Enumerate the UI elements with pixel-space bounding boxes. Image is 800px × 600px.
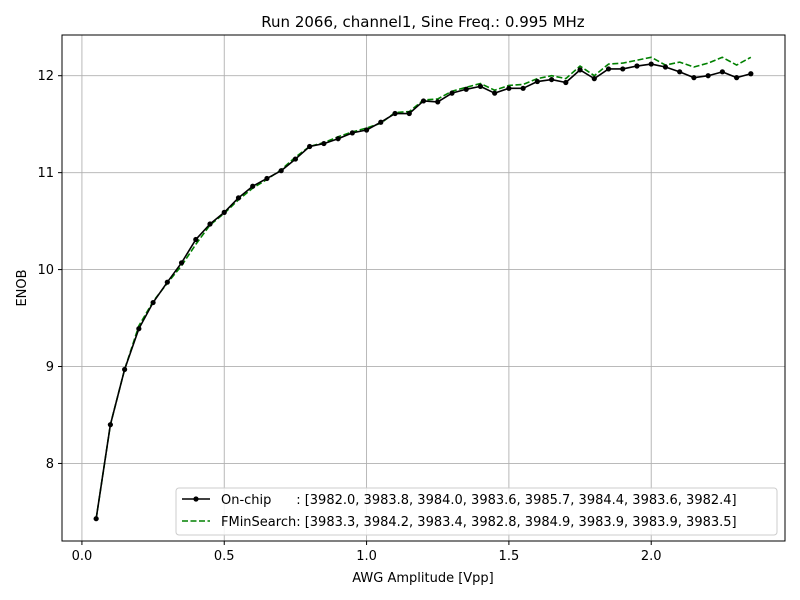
- data-point-on-chip: [734, 75, 740, 81]
- data-point-on-chip: [748, 71, 754, 77]
- data-point-on-chip: [321, 140, 327, 147]
- data-point-on-chip: [292, 156, 299, 162]
- data-point-on-chip: [463, 86, 469, 92]
- data-point-on-chip: [250, 183, 256, 189]
- series-line-on-chip: [95, 63, 752, 519]
- data-point-on-chip: [235, 195, 242, 201]
- data-point-on-chip: [406, 110, 412, 117]
- data-point-on-chip: [506, 85, 512, 91]
- data-point-on-chip: [122, 366, 128, 373]
- data-point-on-chip: [477, 83, 484, 89]
- data-point-on-chip: [534, 78, 540, 85]
- y-axis-label: ENOB: [15, 269, 30, 306]
- data-point-on-chip: [620, 66, 626, 72]
- y-tick-label: 11: [37, 166, 54, 181]
- x-tick-label: 2.0: [641, 549, 662, 564]
- data-point-on-chip: [435, 99, 441, 105]
- data-point-on-chip: [363, 127, 370, 133]
- data-point-on-chip: [93, 516, 99, 522]
- data-point-on-chip: [492, 90, 498, 96]
- data-point-on-chip: [548, 76, 555, 83]
- x-tick-label: 0.0: [72, 549, 93, 564]
- data-point-on-chip: [207, 221, 213, 227]
- x-tick-label: 1.0: [356, 549, 377, 564]
- plot-frame: [61, 34, 786, 542]
- data-point-on-chip: [178, 260, 185, 266]
- legend-marker-on-chip: [193, 496, 199, 502]
- data-point-on-chip: [705, 73, 711, 79]
- y-tick-label: 8: [46, 457, 54, 472]
- data-point-on-chip: [634, 63, 640, 69]
- legend-box: [175, 487, 778, 536]
- x-tick-label: 1.5: [499, 549, 520, 564]
- data-point-on-chip: [591, 76, 597, 82]
- data-point-on-chip: [136, 326, 142, 332]
- data-point-on-chip: [335, 136, 341, 142]
- data-point-on-chip: [648, 61, 654, 67]
- chart-title: Run 2066, channel1, Sine Freq.: 0.995 MH…: [261, 13, 585, 31]
- legend-label-fminsearch: FMinSearch: [3983.3, 3984.2, 3983.4, 398…: [221, 515, 737, 530]
- data-point-on-chip: [164, 279, 170, 285]
- data-point-on-chip: [605, 66, 612, 72]
- data-point-on-chip: [349, 130, 355, 136]
- data-point-on-chip: [221, 209, 227, 215]
- series-layer: [93, 56, 754, 522]
- data-point-on-chip: [719, 69, 725, 75]
- data-point-on-chip: [677, 69, 683, 75]
- data-point-on-chip: [107, 422, 113, 428]
- y-tick-label: 12: [37, 69, 54, 84]
- y-tick-label: 9: [46, 360, 54, 375]
- data-point-on-chip: [449, 90, 455, 96]
- x-tick-label: 0.5: [214, 549, 235, 564]
- data-point-on-chip: [662, 64, 669, 70]
- data-point-on-chip: [150, 299, 156, 306]
- data-point-on-chip: [563, 79, 569, 86]
- legend: On-chip : [3982.0, 3983.8, 3984.0, 3983.…: [175, 487, 778, 536]
- series-line-fminsearch: [95, 56, 752, 519]
- data-point-on-chip: [691, 75, 697, 81]
- data-point-on-chip: [378, 119, 384, 125]
- data-point-on-chip: [420, 98, 427, 104]
- data-point-on-chip: [193, 236, 199, 243]
- x-axis-label: AWG Amplitude [Vpp]: [352, 571, 494, 586]
- data-point-on-chip: [392, 110, 398, 117]
- data-point-on-chip: [278, 168, 284, 174]
- data-point-on-chip: [577, 67, 583, 73]
- legend-label-on-chip: On-chip : [3982.0, 3983.8, 3984.0, 3983.…: [221, 493, 737, 508]
- y-tick-label: 10: [37, 263, 54, 278]
- grid: [62, 35, 785, 541]
- data-point-on-chip: [264, 175, 270, 182]
- axis-ticks: 0.0 0.5 1.0 1.5 2.0 8 9 10 11 12: [37, 69, 661, 564]
- data-point-on-chip: [520, 85, 526, 91]
- data-point-on-chip: [307, 143, 313, 150]
